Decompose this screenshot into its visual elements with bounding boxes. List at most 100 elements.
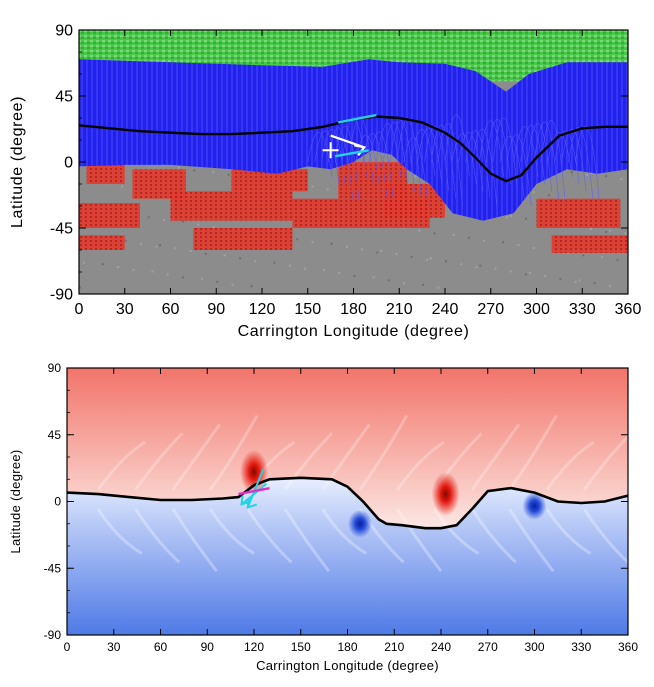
streak-negative xyxy=(583,508,628,564)
magnetogram-speckle xyxy=(361,248,364,251)
x-tick-label: 0 xyxy=(75,301,84,318)
field-line xyxy=(334,125,360,207)
magnetogram-speckle xyxy=(589,228,592,230)
field-line xyxy=(527,123,553,192)
magnetogram-speckle xyxy=(532,247,535,250)
magnetogram-speckle xyxy=(608,229,611,232)
magnetogram-speckle xyxy=(616,258,619,261)
open-field-south-patch xyxy=(79,235,125,250)
open-field-south-patch xyxy=(79,203,140,228)
x-tick-label: 270 xyxy=(478,640,498,654)
magnetogram-speckle xyxy=(311,241,314,244)
open-field-south-patch xyxy=(86,162,125,184)
field-line xyxy=(431,124,456,199)
x-tick-label: 270 xyxy=(477,301,504,318)
magenta-line xyxy=(238,486,270,496)
magnetogram-speckle xyxy=(162,219,165,222)
magnetogram-speckle xyxy=(563,197,566,200)
field-line xyxy=(458,131,484,192)
negative-polarity-region xyxy=(67,477,628,635)
magnetogram-speckle xyxy=(124,239,127,242)
streak-positive xyxy=(396,440,445,491)
magnetogram-speckle xyxy=(330,242,333,245)
magnetogram-speckle xyxy=(250,285,253,288)
y-tick-label: 0 xyxy=(54,495,61,509)
magnetogram-speckle xyxy=(181,220,184,223)
magnetogram-speckle xyxy=(303,267,306,270)
magnetogram-speckle xyxy=(82,261,85,264)
field-line xyxy=(547,132,573,177)
magnetogram-speckle xyxy=(151,270,154,273)
magnetogram-speckle xyxy=(120,185,123,188)
magnetogram-speckle xyxy=(166,273,169,276)
field-line xyxy=(506,134,532,207)
streak-positive xyxy=(209,414,259,491)
cyan-line-lower xyxy=(334,149,369,158)
magnetogram-speckle xyxy=(425,258,428,261)
magnetogram-speckle xyxy=(338,272,341,274)
magnetogram-speckle xyxy=(608,285,611,288)
magnetogram-speckle xyxy=(525,273,528,276)
x-tick-label: 240 xyxy=(431,640,451,654)
magnetogram-speckle xyxy=(509,270,512,273)
plus-marker xyxy=(322,142,339,159)
streak-positive xyxy=(321,423,371,491)
panel-bottom-polarity-map: 0 30 60 90 120 150 180 210 240 270 300 330 36090450-… xyxy=(8,361,638,673)
y-tick-label: 90 xyxy=(48,361,62,375)
closed-field-region xyxy=(79,59,628,221)
x-tick-label: 60 xyxy=(154,640,168,654)
field-line xyxy=(382,121,408,185)
x-tick-label: 120 xyxy=(244,640,264,654)
magnetogram-speckle xyxy=(429,257,432,260)
magnetogram-speckle xyxy=(422,283,425,286)
streak-negative xyxy=(246,508,293,564)
magnetogram-speckle xyxy=(288,264,291,267)
field-line xyxy=(485,119,511,185)
x-tick-label: 300 xyxy=(524,640,544,654)
magnetogram-speckle xyxy=(624,232,627,235)
panel-top-pfss-map: 0 30 60 90 120 150 180 210 240 270 300 330 36090450-… xyxy=(9,23,641,340)
field-line xyxy=(554,130,580,185)
streak-negative xyxy=(321,508,367,555)
magnetogram-speckle xyxy=(132,269,135,272)
field-line xyxy=(410,129,436,177)
x-tick-label: 180 xyxy=(337,640,357,654)
streak-negative xyxy=(433,508,480,555)
open-field-south-patch xyxy=(231,169,308,192)
field-line xyxy=(307,132,333,177)
magnetogram-speckle xyxy=(605,175,608,178)
magnetogram-speckle xyxy=(117,266,120,269)
magnetogram-speckle xyxy=(380,250,383,252)
magnetogram-speckle xyxy=(502,241,505,244)
magnetogram-speckle xyxy=(433,232,436,235)
y-axis-label: Latitude (degree) xyxy=(8,449,23,553)
magnetogram-speckle xyxy=(620,178,623,181)
x-tick-label: 210 xyxy=(386,301,413,318)
streak-positive xyxy=(96,440,146,491)
magnetogram-speckle xyxy=(155,245,158,248)
positive-polarity-region xyxy=(67,368,628,529)
positive-hotspot xyxy=(431,472,460,517)
streak-negative xyxy=(545,508,592,555)
magnetogram-speckle xyxy=(140,242,142,245)
magnetogram-speckle xyxy=(323,269,325,272)
x-tick-label: 240 xyxy=(432,301,459,318)
streak-negative xyxy=(508,508,555,573)
magnetogram-speckle xyxy=(506,216,508,219)
x-tick-label: 360 xyxy=(618,640,638,654)
x-tick-label: 150 xyxy=(291,640,311,654)
field-line xyxy=(533,121,559,199)
magnetogram-speckle xyxy=(311,185,314,188)
magnetogram-speckle xyxy=(547,194,550,197)
field-line xyxy=(376,123,402,177)
streak-positive xyxy=(134,432,184,491)
magnetogram-speckle xyxy=(376,251,379,254)
magnetogram-speckle xyxy=(517,244,520,247)
magnetogram-speckle xyxy=(475,266,478,269)
streak-positive xyxy=(583,434,628,491)
x-axis-label: Carrington Longitude (degree) xyxy=(256,658,439,673)
heliospheric-current-sheet xyxy=(79,115,628,183)
magnetogram-speckle xyxy=(437,286,440,289)
magnetogram-speckle xyxy=(189,250,192,252)
